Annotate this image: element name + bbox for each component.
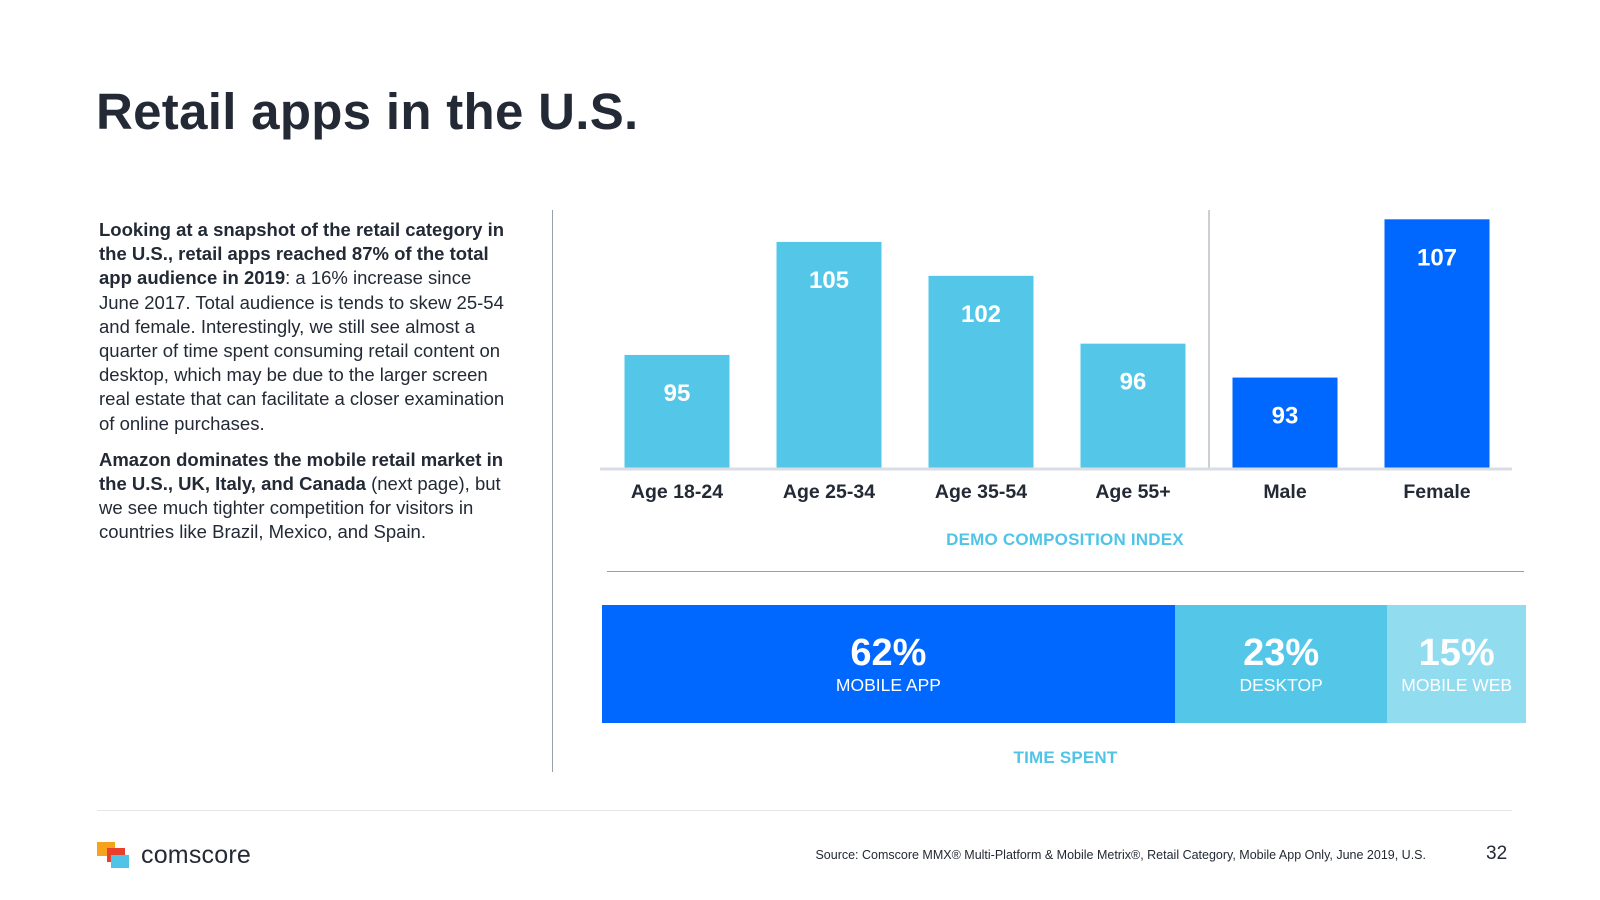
category-label: Age 25-34: [783, 481, 875, 503]
bar-value-label: 102: [961, 301, 1001, 328]
bar-value-label: 107: [1417, 244, 1457, 271]
time-spent-title: TIME SPENT: [1013, 748, 1118, 767]
paragraph-1: Looking at a snapshot of the retail cate…: [99, 218, 509, 436]
segment-percent: 15%: [1418, 632, 1495, 674]
segment-percent: 23%: [1243, 632, 1320, 674]
bar-value-label: 105: [809, 267, 849, 294]
bar-value-label: 93: [1272, 403, 1299, 430]
bar-value-label: 95: [664, 380, 691, 407]
paragraph-1-bold: Looking at a snapshot of the retail cate…: [99, 219, 505, 289]
segment-label: DESKTOP: [1239, 675, 1323, 695]
page-title: Retail apps in the U.S.: [96, 83, 639, 140]
category-label: Age 18-24: [631, 481, 723, 503]
time-spent-bar: 62% MOBILE APP 23% DESKTOP 15% MOBILE WEB: [602, 605, 1526, 723]
paragraph-2-rest: (next page), but we see much tighter com…: [99, 473, 501, 543]
comscore-wordmark: comscore: [141, 841, 251, 869]
bar-value-label: 96: [1120, 369, 1147, 396]
segment-label: MOBILE APP: [835, 675, 941, 695]
bar-age-55-: [1080, 343, 1186, 468]
category-label: Female: [1403, 481, 1470, 503]
bar-age-35-54: [928, 275, 1034, 468]
bar-age-25-34: [776, 241, 882, 468]
bar-male: [1232, 377, 1338, 468]
bar-age-18-24: [624, 354, 730, 468]
segment-label: MOBILE WEB: [1401, 675, 1513, 695]
segment-mobile-web: 15% MOBILE WEB: [1387, 605, 1526, 723]
category-label: Age 55+: [1095, 481, 1170, 503]
section-divider: [607, 571, 1524, 572]
demo-composition-title: DEMO COMPOSITION INDEX: [946, 530, 1184, 549]
description-text: Looking at a snapshot of the retail cate…: [99, 218, 509, 557]
segment-mobile-app: 62% MOBILE APP: [602, 605, 1175, 723]
comscore-logo-icon: [97, 841, 131, 870]
bar-female: [1384, 219, 1490, 468]
vertical-divider: [552, 210, 553, 772]
paragraph-1-rest: : a 16% increase since June 2017. Total …: [99, 267, 505, 434]
category-label: Male: [1263, 481, 1307, 503]
source-note: Source: Comscore MMX® Multi-Platform & M…: [815, 848, 1426, 862]
page-number: 32: [1486, 843, 1508, 864]
paragraph-2: Amazon dominates the mobile retail marke…: [99, 448, 509, 545]
footer-divider: [97, 810, 1512, 811]
paragraph-2-bold: Amazon dominates the mobile retail marke…: [99, 448, 504, 495]
category-label: Age 35-54: [935, 481, 1027, 503]
segment-desktop: 23% DESKTOP: [1174, 605, 1388, 723]
comscore-logo: comscore: [97, 841, 251, 870]
segment-percent: 62%: [850, 632, 927, 674]
demo-composition-chart: 95 Age 18-24 105 Age 25-34 102 Age 35-54 96 Age…: [600, 210, 1512, 503]
